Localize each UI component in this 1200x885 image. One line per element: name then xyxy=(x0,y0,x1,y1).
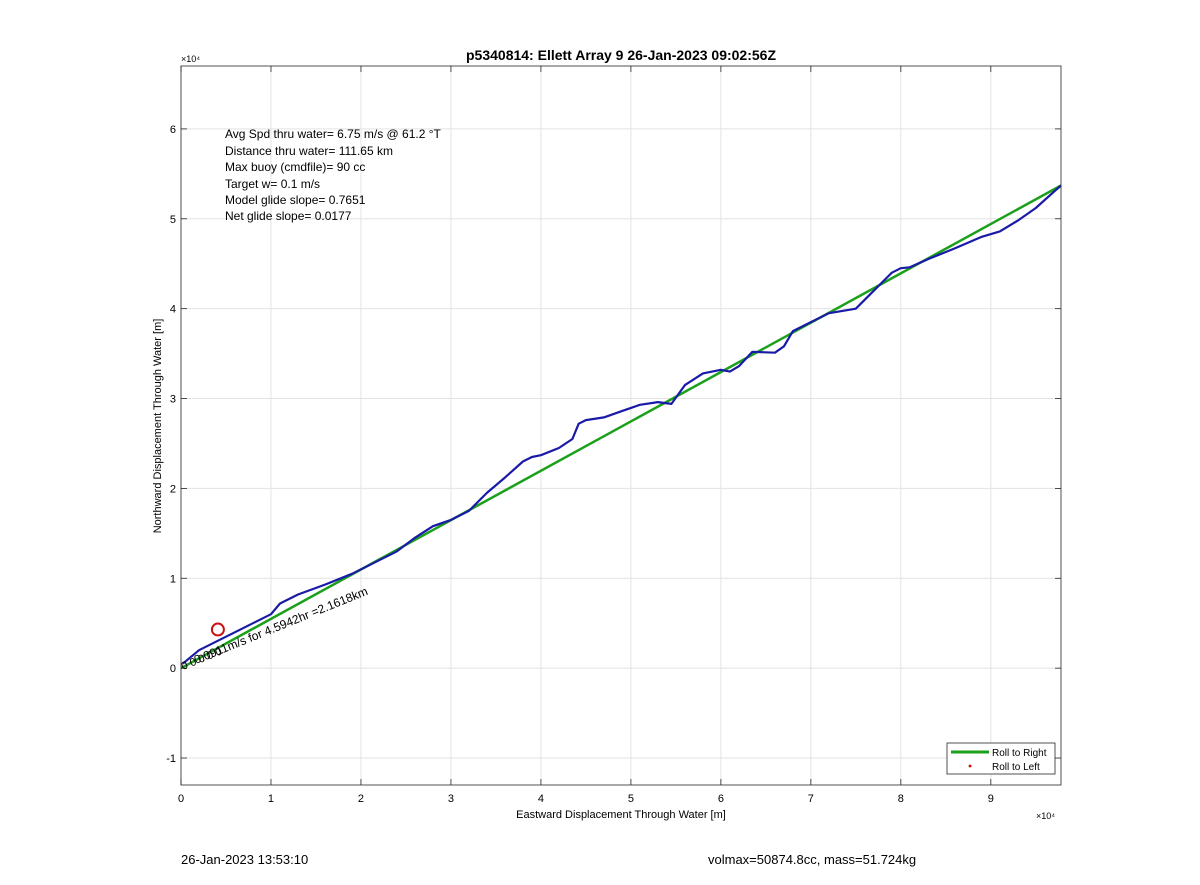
x-tick-label: 9 xyxy=(988,793,994,805)
plot-frame xyxy=(180,65,1062,786)
x-tick-label: 4 xyxy=(538,793,544,805)
y-tick-label: 6 xyxy=(170,124,176,136)
info-text-block: Avg Spd thru water= 6.75 m/s @ 61.2 °T D… xyxy=(225,127,442,223)
x-tick-label: 3 xyxy=(448,793,454,805)
y-tick-label: 5 xyxy=(170,214,176,226)
x-tick-label: 2 xyxy=(358,793,364,805)
legend-box xyxy=(946,742,1056,775)
x-tick-label: 0 xyxy=(178,793,184,805)
x-tick-label: 7 xyxy=(808,793,814,805)
axis-ticks: 0 1 2 3 4 5 6 7 8 9 -1 0 1 2 3 4 5 6 xyxy=(166,66,1061,805)
track-line xyxy=(182,184,1062,665)
legend-label-roll-left: Roll to Left xyxy=(992,762,1040,773)
info-line-max-buoy: Max buoy (cmdfile)= 90 cc xyxy=(225,160,365,174)
y-tick-label: 4 xyxy=(170,304,176,316)
info-line-net-glide: Net glide slope= 0.0177 xyxy=(225,209,352,223)
info-line-model-glide: Model glide slope= 0.7651 xyxy=(225,193,366,207)
series-layer xyxy=(180,184,1062,670)
legend-label-roll-right: Roll to Right xyxy=(992,748,1047,759)
legend: Roll to Right Roll to Left xyxy=(946,742,1056,775)
y-tick-label: 2 xyxy=(170,483,176,495)
y-tick-label: -1 xyxy=(166,753,176,765)
y-tick-label: 1 xyxy=(170,573,176,585)
grid-lines xyxy=(180,66,1061,785)
y-axis-label: Northward Displacement Through Water [m] xyxy=(152,319,164,534)
info-line-avg-speed: Avg Spd thru water= 6.75 m/s @ 61.2 °T xyxy=(225,127,442,141)
x-tick-label: 1 xyxy=(268,793,274,805)
info-line-target-w: Target w= 0.1 m/s xyxy=(225,177,320,191)
footer-timestamp: 26-Jan-2023 13:53:10 xyxy=(181,852,309,867)
y-exponent-label: ×10⁴ xyxy=(181,54,200,64)
x-axis-label: Eastward Displacement Through Water [m] xyxy=(516,809,726,821)
info-line-distance: Distance thru water= 111.65 km xyxy=(225,144,393,158)
footer-info: volmax=50874.8cc, mass=51.724kg xyxy=(708,852,917,867)
x-exponent-label: ×10⁴ xyxy=(1036,811,1055,821)
x-tick-label: 5 xyxy=(628,793,634,805)
chart-title: p5340814: Ellett Array 9 26-Jan-2023 09:… xyxy=(466,47,776,63)
y-tick-label: 3 xyxy=(170,394,176,406)
surfacing-circle-marker xyxy=(210,622,225,637)
legend-dot-roll-left xyxy=(968,764,972,768)
y-tick-label: 0 xyxy=(170,663,176,675)
x-tick-label: 6 xyxy=(718,793,724,805)
x-tick-label: 8 xyxy=(898,793,904,805)
